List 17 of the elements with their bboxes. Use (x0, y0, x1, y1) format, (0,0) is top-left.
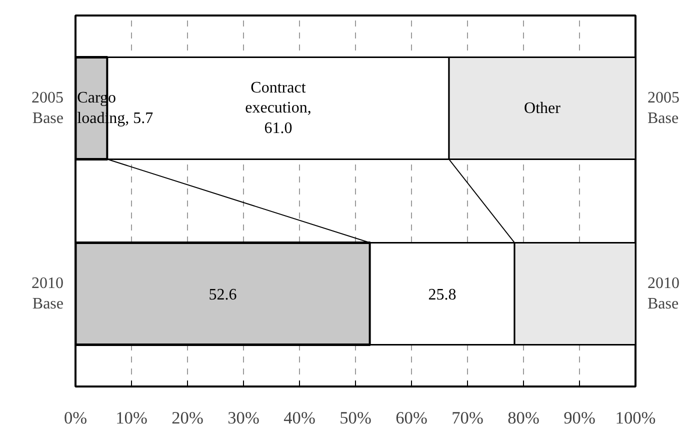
data-label: Contract execution, 61.0 (245, 79, 312, 138)
y2-tick-label: 2010 Base (648, 275, 680, 312)
x-tick-label: 100% (615, 408, 656, 428)
x-tick-label: 90% (564, 408, 596, 428)
data-label: 25.8 (428, 286, 456, 304)
x-tick-label: 70% (452, 408, 484, 428)
x-tick-label: 0% (64, 408, 88, 428)
x-tick-label: 60% (396, 408, 428, 428)
data-label: Other (524, 100, 562, 117)
x-tick-label: 80% (508, 408, 540, 428)
x-tick-label: 20% (172, 408, 204, 428)
x-tick-label: 30% (228, 408, 260, 428)
x-tick-label: 10% (116, 408, 148, 428)
x-tick-label: 40% (284, 408, 316, 428)
x-tick-label: 50% (340, 408, 372, 428)
data-label: 52.6 (208, 286, 237, 304)
y2-tick-label: 2005 Base (648, 90, 680, 127)
